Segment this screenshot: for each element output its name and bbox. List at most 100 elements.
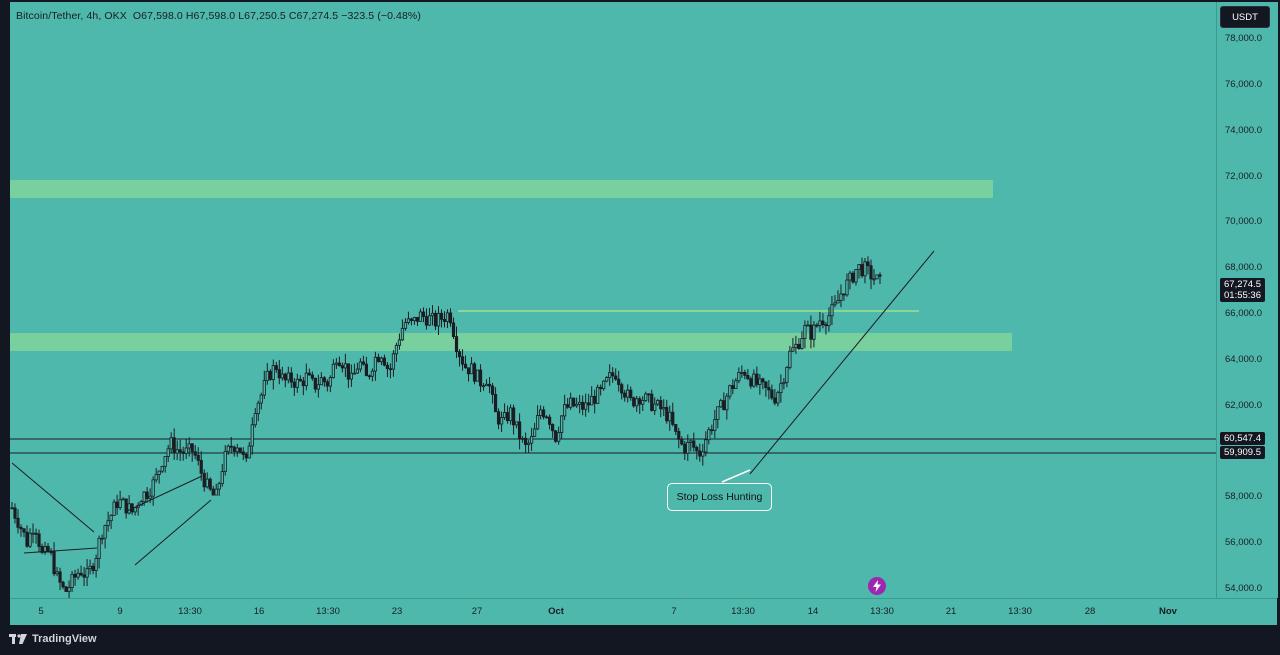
candle-body xyxy=(289,372,293,383)
resistance-zone-middle[interactable] xyxy=(10,333,1012,351)
candle-body xyxy=(349,372,353,380)
candle-body xyxy=(448,312,453,324)
candle-body xyxy=(599,386,603,390)
candle-body xyxy=(121,498,125,501)
price-axis[interactable]: USDT 78,000.0 76,000.0 74,000.0 72,000.0 70,… xyxy=(1216,2,1278,598)
candle-body xyxy=(731,385,735,389)
candle-body xyxy=(596,386,600,404)
candle-body xyxy=(409,318,414,322)
candle-body xyxy=(187,443,191,449)
candle-body xyxy=(118,499,122,509)
candle-body xyxy=(737,372,741,382)
candle-body xyxy=(370,370,375,377)
tradingview-logo[interactable]: TradingView xyxy=(9,633,97,645)
trendline-falling-wedge-top[interactable] xyxy=(11,462,95,533)
candle-body xyxy=(526,442,531,445)
flash-icon[interactable] xyxy=(868,577,886,595)
candle-body xyxy=(259,394,263,404)
resistance-zone-upper[interactable] xyxy=(10,180,993,198)
candle-body xyxy=(418,311,423,322)
candle-body xyxy=(64,586,68,592)
candle-body xyxy=(169,437,173,450)
time-tick-label: 21 xyxy=(945,606,957,617)
candle-body xyxy=(283,373,287,381)
stop-loss-hunting-callout[interactable]: Stop Loss Hunting xyxy=(667,483,772,511)
candle-body xyxy=(635,398,639,407)
candle-body xyxy=(821,320,825,326)
candle-body xyxy=(545,416,549,419)
candle-body xyxy=(533,428,537,437)
candle-body xyxy=(620,384,624,394)
symbol-ohlc-header[interactable]: Bitcoin/Tether, 4h, OKX O67,598.0 H67,59… xyxy=(16,10,421,22)
currency-button[interactable]: USDT xyxy=(1220,6,1270,28)
candle-body xyxy=(202,472,206,488)
candle-body xyxy=(82,574,86,578)
trendline-rising-wedge-top[interactable] xyxy=(126,475,203,512)
time-tick-label: 16 xyxy=(253,606,265,617)
tradingview-logo-icon xyxy=(9,634,27,644)
candle-body xyxy=(551,424,555,432)
trendline-rising-wedge-bottom[interactable] xyxy=(134,499,212,566)
candle-body xyxy=(361,361,366,365)
candle-body xyxy=(22,528,26,533)
candle-body xyxy=(412,316,417,322)
candle-body xyxy=(454,336,459,353)
candle-body xyxy=(265,370,269,381)
candle-body xyxy=(665,407,669,422)
symbol-label[interactable]: Bitcoin/Tether, 4h, OKX xyxy=(16,10,127,22)
time-tick-label: 9 xyxy=(117,606,123,617)
candle-body xyxy=(103,525,107,539)
candle-body xyxy=(193,451,197,456)
candle-body xyxy=(833,302,837,306)
candle-body xyxy=(496,411,501,425)
candle-body xyxy=(184,447,188,454)
candle-body xyxy=(626,389,630,398)
candle-body xyxy=(328,377,332,387)
candle-body xyxy=(133,507,137,513)
candle-body xyxy=(232,446,236,452)
candle-body xyxy=(175,449,179,454)
candle-body xyxy=(211,488,215,496)
candle-body xyxy=(502,412,507,418)
candle-body xyxy=(310,374,314,379)
trendline-ascending-support[interactable] xyxy=(749,250,935,475)
candle-body xyxy=(800,338,804,349)
chart-plot-area[interactable]: Bitcoin/Tether, 4h, OKX O67,598.0 H67,59… xyxy=(10,2,1216,598)
candle-body xyxy=(508,407,513,422)
candle-body xyxy=(268,370,272,380)
trendline-falling-wedge-bottom[interactable] xyxy=(23,547,98,554)
time-tick-label: 13:30 xyxy=(731,606,755,617)
currency-label: USDT xyxy=(1232,11,1258,23)
candle-body xyxy=(43,545,47,553)
candle-body xyxy=(581,401,585,410)
candle-body xyxy=(644,393,648,401)
candle-body xyxy=(493,394,498,413)
candle-body xyxy=(214,488,218,496)
candle-body xyxy=(785,367,789,383)
candle-body xyxy=(587,402,591,406)
time-axis[interactable]: 5 9 13:30 16 13:30 23 27 Oct 7 13:30 14 13:30 21 13:3… xyxy=(10,598,1277,625)
candle-body xyxy=(73,573,77,578)
candle-body xyxy=(76,572,80,578)
candle-body xyxy=(181,451,185,454)
candle-body xyxy=(860,264,864,277)
candle-body xyxy=(85,568,89,578)
candle-body xyxy=(569,397,573,408)
candle-body xyxy=(31,532,35,535)
candle-body xyxy=(725,395,729,411)
current-price: 67,274.5 xyxy=(1224,279,1261,290)
candle-body xyxy=(391,353,396,370)
candle-body xyxy=(208,478,212,490)
candle-body xyxy=(229,445,233,448)
candle-body xyxy=(572,397,576,407)
candle-body xyxy=(19,526,23,530)
candle-body xyxy=(818,320,822,326)
candle-body xyxy=(430,312,435,317)
candle-body xyxy=(557,432,561,442)
level-upper-tag: 60,547.4 xyxy=(1220,432,1265,445)
candle-body xyxy=(439,312,444,320)
candle-body xyxy=(319,377,323,386)
candle-body xyxy=(758,378,762,385)
candlestick-chart[interactable] xyxy=(10,2,1216,598)
candle-body xyxy=(205,478,209,488)
